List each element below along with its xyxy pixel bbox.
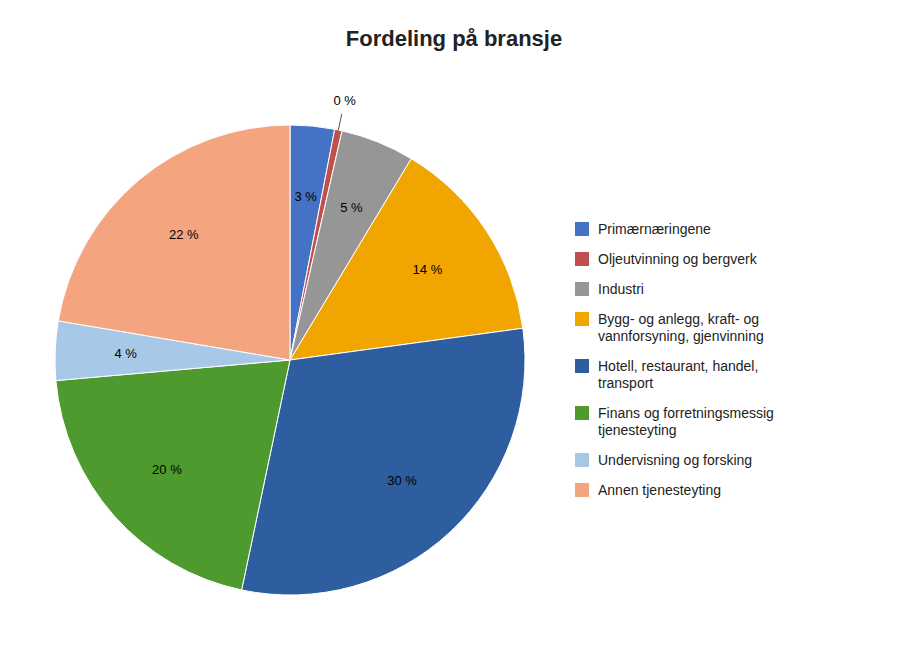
legend-label-line: Hotell, restaurant, handel, <box>598 358 758 374</box>
legend-label-line: Undervisning og forsking <box>598 452 752 468</box>
pie-slice <box>290 159 523 360</box>
pie-slice <box>56 360 290 590</box>
data-label: 30 % <box>387 473 417 488</box>
legend-label: Bygg- og anlegg, kraft- ogvannforsyning,… <box>598 311 764 344</box>
label-leader <box>338 114 341 130</box>
legend-label: Annen tjenesteyting <box>598 482 721 498</box>
legend-label-line: Finans og forretningsmessig <box>598 405 774 421</box>
data-label: 4 % <box>114 346 137 361</box>
legend-label-line: Bygg- og anlegg, kraft- og <box>598 311 759 327</box>
legend-swatch <box>575 222 589 236</box>
data-label: 5 % <box>340 200 363 215</box>
data-label: 22 % <box>169 227 199 242</box>
page: {"chart_data": {"type": "pie", "title": … <box>0 0 908 657</box>
legend-label-line: transport <box>598 375 653 391</box>
legend-label: Hotell, restaurant, handel,transport <box>598 358 758 391</box>
data-label: 20 % <box>152 462 182 477</box>
legend-swatch <box>575 359 589 373</box>
legend-label-line: Industri <box>598 281 644 297</box>
legend-label-line: tjenesteyting <box>598 422 677 438</box>
data-label: 14 % <box>413 262 443 277</box>
legend-label-line: Annen tjenesteyting <box>598 482 721 498</box>
legend-label: Finans og forretningsmessigtjenesteyting <box>598 405 774 438</box>
data-label: 3 % <box>295 189 318 204</box>
legend-label-line: vannforsyning, gjenvinning <box>598 328 764 344</box>
legend-label-line: Oljeutvinning og bergverk <box>598 251 758 267</box>
legend-swatch <box>575 282 589 296</box>
legend-swatch <box>575 483 589 497</box>
legend: Primærnæringene Oljeutvinning og bergverk… <box>575 221 774 498</box>
legend-swatch <box>575 252 589 266</box>
legend-swatch <box>575 453 589 467</box>
legend-label: Primærnæringene <box>598 221 711 237</box>
pie-slice <box>58 125 290 360</box>
legend-label: Undervisning og forsking <box>598 452 752 468</box>
legend-label: Industri <box>598 281 644 297</box>
chart: Fordeling på bransje 3 % 0 % 5 % 14 % 30 % 20 … <box>0 0 908 657</box>
legend-label-line: Primærnæringene <box>598 221 711 237</box>
legend-swatch <box>575 406 589 420</box>
data-labels: 3 % 0 % 5 % 14 % 30 % 20 % 4 % 22 % <box>114 93 442 488</box>
legend-label: Oljeutvinning og bergverk <box>598 251 758 267</box>
title: Fordeling på bransje <box>346 26 562 51</box>
pie <box>55 125 525 595</box>
data-label: 0 % <box>333 93 356 108</box>
legend-swatch <box>575 312 589 326</box>
